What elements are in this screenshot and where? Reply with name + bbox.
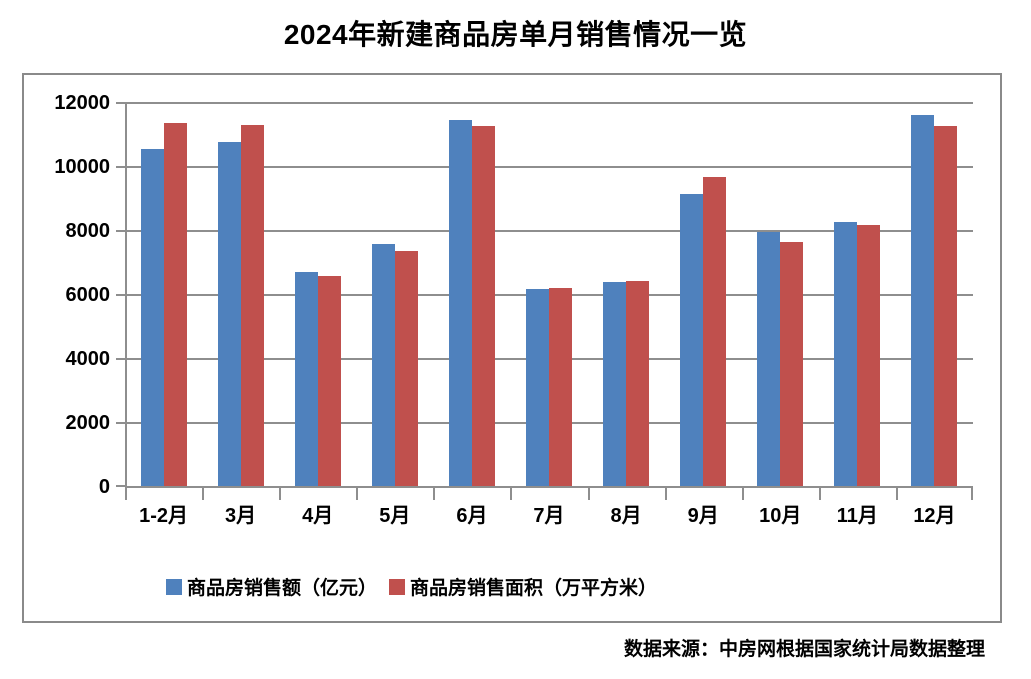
legend-label-sales-area: 商品房销售面积（万平方米） bbox=[410, 578, 658, 599]
y-axis-label-0: 0 bbox=[98, 476, 110, 498]
x-axis-label-9月: 9月 bbox=[687, 505, 719, 527]
bar-series2-6月 bbox=[471, 126, 495, 487]
bar-series2-4月 bbox=[317, 276, 341, 487]
x-axis-label-8月: 8月 bbox=[610, 505, 642, 527]
legend: 商品房销售额（亿元） 商品房销售面积（万平方米） bbox=[166, 573, 657, 600]
y-tick-0 bbox=[116, 485, 125, 487]
x-tick-1 bbox=[202, 487, 205, 500]
y-tick-8000 bbox=[116, 230, 125, 232]
bar-series2-12月 bbox=[934, 126, 958, 487]
x-axis-label-1-2月: 1-2月 bbox=[139, 505, 188, 527]
bar-series2-8月 bbox=[626, 281, 650, 487]
y-axis-line bbox=[125, 103, 127, 489]
legend-label-sales-amount: 商品房销售额（亿元） bbox=[187, 578, 378, 599]
x-axis-label-7月: 7月 bbox=[533, 505, 565, 527]
x-axis-label-5月: 5月 bbox=[379, 505, 411, 527]
bar-series1-3月 bbox=[217, 142, 241, 487]
x-axis-label-6月: 6月 bbox=[456, 505, 488, 527]
bar-series1-11月 bbox=[834, 222, 858, 487]
chart-frame: 0 2000 4000 6000 8000 10000 12000 1-2月 3月 4月 5月 6月… bbox=[22, 73, 1002, 623]
x-tick-6 bbox=[587, 487, 590, 500]
x-tick-0 bbox=[125, 487, 127, 500]
x-tick-9 bbox=[818, 487, 821, 500]
x-axis-label-4月: 4月 bbox=[302, 505, 334, 527]
bar-series2-11月 bbox=[857, 225, 881, 487]
bar-series2-10月 bbox=[780, 242, 804, 487]
bar-series1-1-2月 bbox=[140, 149, 164, 487]
bar-series1-4月 bbox=[294, 272, 318, 487]
x-tick-2 bbox=[279, 487, 282, 500]
bar-series2-5月 bbox=[394, 251, 418, 487]
x-tick-7 bbox=[664, 487, 667, 500]
bar-series1-12月 bbox=[911, 115, 935, 487]
legend-swatch-blue-icon bbox=[166, 578, 182, 595]
legend-item-sales-amount: 商品房销售额（亿元） bbox=[166, 573, 377, 600]
x-tick-3 bbox=[356, 487, 359, 500]
bar-series2-1-2月 bbox=[163, 123, 187, 487]
y-tick-6000 bbox=[116, 294, 125, 296]
bar-series2-3月 bbox=[240, 125, 264, 487]
legend-swatch-red-icon bbox=[389, 578, 406, 595]
y-axis-label-2000: 2000 bbox=[65, 412, 111, 434]
bar-series1-10月 bbox=[757, 232, 781, 487]
plot-area: 0 2000 4000 6000 8000 10000 12000 1-2月 3月 4月 5月 6月… bbox=[54, 92, 973, 527]
bar-series1-5月 bbox=[371, 244, 395, 487]
x-axis-label-12月: 12月 bbox=[913, 505, 956, 527]
gridline-10000 bbox=[125, 166, 973, 168]
gridline-12000 bbox=[125, 102, 973, 104]
bar-series2-7月 bbox=[549, 288, 572, 487]
y-tick-2000 bbox=[116, 422, 125, 424]
bar-series2-9月 bbox=[703, 177, 727, 487]
x-tick-11 bbox=[971, 487, 973, 500]
x-tick-10 bbox=[895, 487, 898, 500]
y-axis-label-6000: 6000 bbox=[65, 284, 111, 306]
bar-series1-9月 bbox=[680, 194, 704, 487]
y-axis-label-10000: 10000 bbox=[54, 156, 110, 178]
gridline-8000 bbox=[125, 230, 973, 232]
x-tick-8 bbox=[741, 487, 744, 500]
y-tick-10000 bbox=[116, 166, 125, 168]
x-axis-line bbox=[125, 486, 973, 488]
y-axis-label-8000: 8000 bbox=[65, 220, 111, 242]
x-axis-label-11月: 11月 bbox=[836, 505, 878, 527]
x-axis-label-10月: 10月 bbox=[759, 505, 802, 527]
x-tick-5 bbox=[510, 487, 513, 500]
y-axis-label-4000: 4000 bbox=[65, 348, 111, 370]
source-note: 数据来源：中房网根据国家统计局数据整理 bbox=[623, 639, 985, 660]
x-axis-label-3月: 3月 bbox=[225, 505, 257, 527]
bar-series1-7月 bbox=[526, 289, 549, 487]
y-axis-label-12000: 12000 bbox=[54, 92, 110, 114]
x-tick-4 bbox=[433, 487, 436, 500]
bar-series1-6月 bbox=[448, 120, 472, 487]
chart-title: 2024年新建商品房单月销售情况一览 bbox=[283, 19, 748, 50]
bar-series1-8月 bbox=[603, 282, 627, 487]
legend-item-sales-area: 商品房销售面积（万平方米） bbox=[389, 573, 657, 600]
y-tick-12000 bbox=[116, 102, 125, 104]
y-tick-4000 bbox=[116, 358, 125, 360]
